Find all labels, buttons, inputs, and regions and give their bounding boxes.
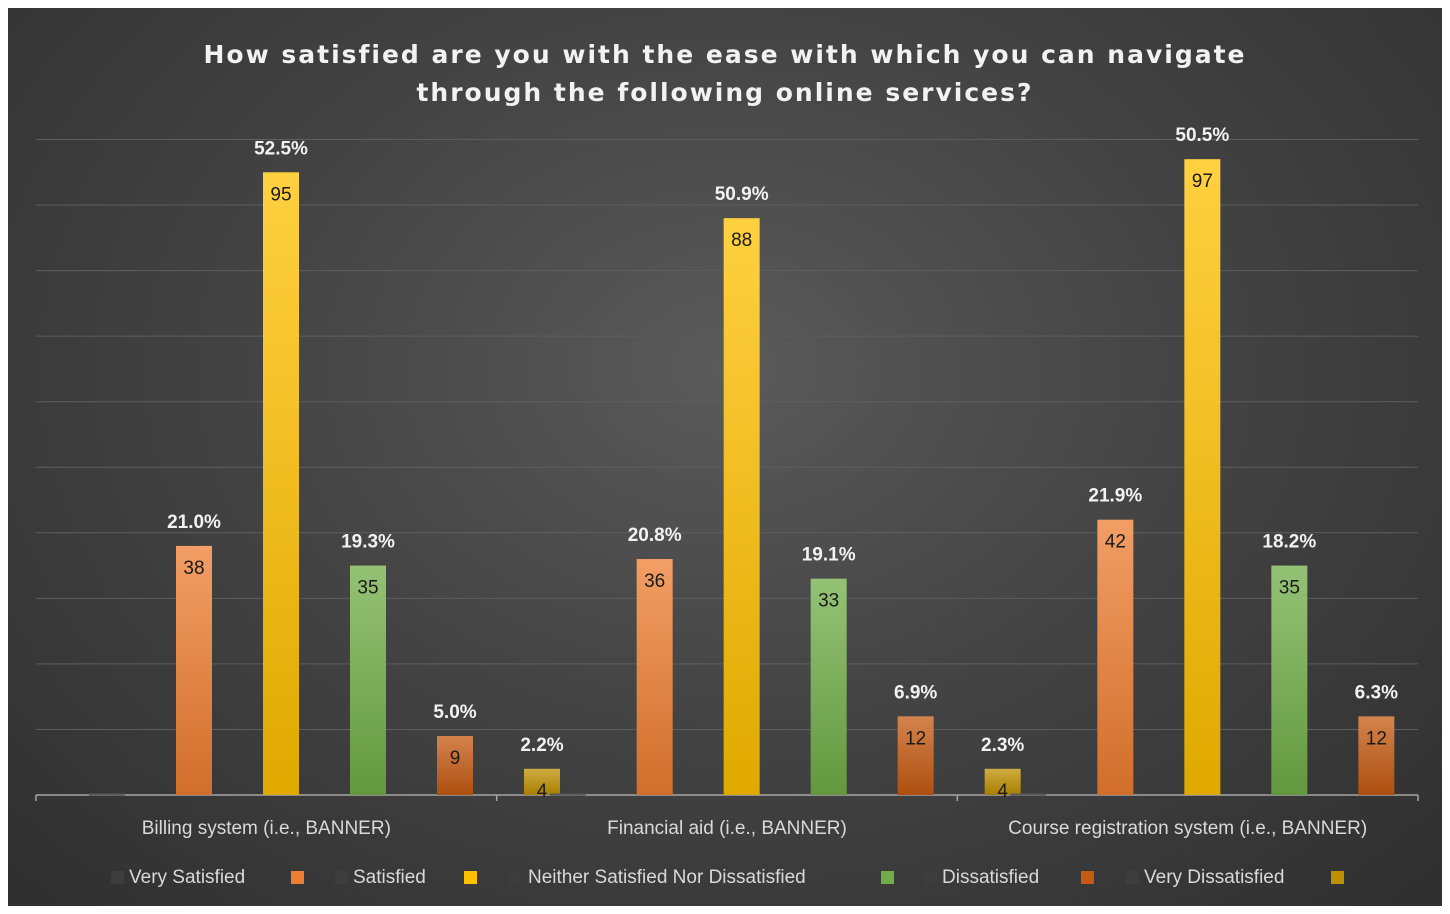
legend-color-swatch bbox=[291, 871, 304, 884]
legend-entry: Neither Satisfied Nor Dissatisfied bbox=[528, 867, 806, 888]
percent-label: 20.8% bbox=[628, 525, 682, 546]
value-label: 35 bbox=[1279, 578, 1300, 599]
legend-marker bbox=[335, 871, 348, 884]
category-label: Billing system (i.e., BANNER) bbox=[142, 818, 391, 839]
percent-label: 52.5% bbox=[254, 138, 308, 159]
bar-very-dissatisfied bbox=[437, 736, 473, 795]
value-label: 35 bbox=[357, 578, 378, 599]
percent-label: 21.9% bbox=[1088, 486, 1142, 507]
percent-label: 19.1% bbox=[802, 545, 856, 566]
value-label: 88 bbox=[731, 230, 752, 251]
bar-satisfied bbox=[176, 545, 212, 795]
bar-dissatisfied bbox=[350, 565, 386, 795]
value-label: 9 bbox=[450, 748, 461, 769]
legend-marker bbox=[508, 871, 521, 884]
percent-label: 2.2% bbox=[520, 735, 563, 756]
legend-color-swatch bbox=[1081, 871, 1094, 884]
bar-satisfied bbox=[1097, 519, 1134, 795]
percent-label: 21.0% bbox=[167, 512, 221, 533]
value-label: 4 bbox=[537, 781, 548, 802]
chart-title-line-1: How satisfied are you with the ease with… bbox=[203, 40, 1247, 69]
percent-label: 19.3% bbox=[341, 532, 395, 553]
bar-very-dissatisfied bbox=[1358, 716, 1395, 795]
bar-chart: 21.0% 38 52.5% 95 19.3% 35 5.0% 9 2.2% 4 Billing s… bbox=[35, 125, 1442, 888]
value-label: 38 bbox=[183, 558, 204, 579]
value-label: 97 bbox=[1192, 171, 1213, 192]
legend-color-swatch bbox=[881, 871, 894, 884]
bar-series-5 bbox=[984, 768, 1021, 795]
legend-color-swatch bbox=[464, 871, 477, 884]
bar-very-dissatisfied bbox=[897, 716, 934, 795]
percent-label: 50.9% bbox=[715, 184, 769, 205]
value-label: 33 bbox=[818, 591, 839, 612]
value-label: 12 bbox=[1366, 728, 1387, 749]
legend-marker bbox=[924, 871, 937, 884]
value-label: 36 bbox=[644, 571, 665, 592]
legend-entry: Dissatisfied bbox=[942, 867, 1039, 888]
value-label: 4 bbox=[997, 781, 1008, 802]
bar-neither-satisfied-nor-dissatisfied bbox=[263, 172, 299, 795]
bar-neither-satisfied-nor-dissatisfied bbox=[723, 218, 760, 795]
category-label: Course registration system (i.e., BANNER… bbox=[1008, 818, 1367, 839]
bar-dissatisfied bbox=[1271, 565, 1308, 795]
bar-dissatisfied bbox=[810, 578, 847, 795]
legend-entry: Satisfied bbox=[353, 867, 426, 888]
legend-marker bbox=[111, 871, 124, 884]
chart-title-line-2: through the following online services? bbox=[416, 78, 1034, 107]
legend-entry: Very Satisfied bbox=[129, 867, 245, 888]
percent-label: 2.3% bbox=[981, 735, 1024, 756]
bar-series-5 bbox=[524, 768, 560, 795]
percent-label: 6.9% bbox=[894, 682, 937, 703]
bar-satisfied bbox=[636, 559, 673, 795]
percent-label: 5.0% bbox=[433, 702, 476, 723]
chart-title: How satisfied are you with the ease with… bbox=[8, 36, 1442, 112]
bar-neither-satisfied-nor-dissatisfied bbox=[1184, 159, 1221, 796]
legend-color-swatch bbox=[1331, 871, 1344, 884]
value-label: 95 bbox=[270, 184, 291, 205]
category-label: Financial aid (i.e., BANNER) bbox=[607, 818, 847, 839]
legend-marker bbox=[1126, 871, 1139, 884]
percent-label: 6.3% bbox=[1355, 682, 1398, 703]
percent-label: 50.5% bbox=[1175, 125, 1229, 146]
value-label: 12 bbox=[905, 728, 926, 749]
percent-label: 18.2% bbox=[1262, 532, 1316, 553]
value-label: 42 bbox=[1105, 532, 1126, 553]
chart-area: How satisfied are you with the ease with… bbox=[8, 8, 1442, 906]
legend-entry: Very Dissatisfied bbox=[1144, 867, 1284, 888]
